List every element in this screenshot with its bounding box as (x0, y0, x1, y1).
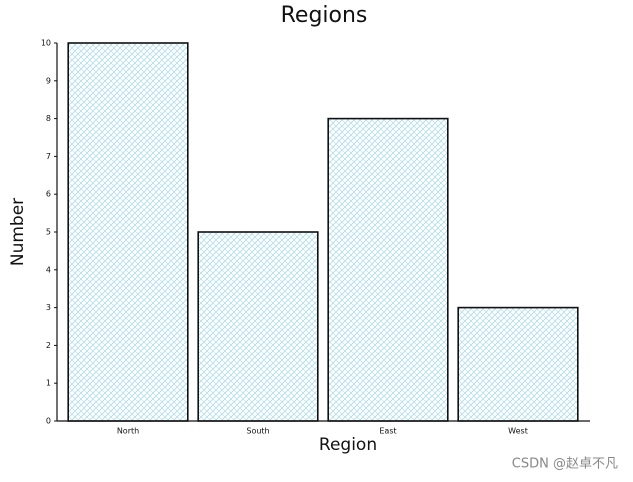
y-tick-label: 7 (46, 152, 51, 161)
y-tick-label: 10 (41, 39, 51, 48)
watermark: CSDN @赵卓不凡 (512, 457, 618, 472)
y-axis-label: Number (8, 198, 28, 266)
x-tick-label: West (508, 427, 528, 436)
y-tick-label: 5 (46, 228, 51, 237)
x-tick-label: East (379, 427, 396, 436)
y-tick-label: 1 (46, 379, 51, 388)
bar (457, 306, 579, 422)
x-tick-label: North (117, 427, 139, 436)
y-tick-label: 8 (46, 114, 51, 123)
x-tick-label: South (246, 427, 269, 436)
y-tick-label: 0 (46, 417, 51, 426)
y-tick-label: 9 (46, 76, 51, 85)
chart-title: Regions (281, 3, 368, 28)
x-axis-label: Region (319, 435, 377, 455)
bar (67, 42, 189, 422)
bar (197, 231, 319, 422)
y-tick-label: 4 (46, 265, 51, 274)
y-tick-label: 3 (46, 303, 51, 312)
y-tick-label: 2 (46, 341, 51, 350)
y-tick-label: 6 (46, 190, 51, 199)
bar (327, 117, 449, 422)
